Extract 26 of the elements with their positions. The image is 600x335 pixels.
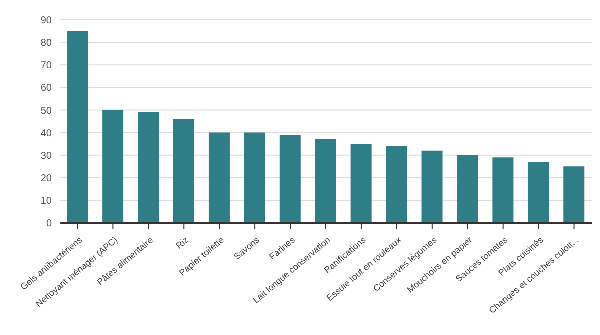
- y-tick-label: 20: [40, 173, 52, 184]
- y-tick-label: 80: [40, 38, 52, 50]
- bar: [208, 132, 230, 223]
- bar: [386, 146, 408, 223]
- y-tick-label: 0: [46, 218, 52, 230]
- y-tick-label: 70: [40, 60, 52, 72]
- bar: [173, 119, 194, 223]
- bar: [350, 144, 372, 223]
- bar: [457, 155, 478, 223]
- bar: [102, 110, 124, 223]
- bar: [244, 132, 266, 223]
- y-tick-label: 30: [40, 150, 52, 162]
- y-tick-label: 10: [40, 196, 52, 207]
- bar: [528, 162, 550, 223]
- y-tick-label: 90: [40, 16, 52, 27]
- y-tick-label: 60: [40, 83, 52, 94]
- bar: [67, 31, 88, 223]
- y-tick-label: 50: [40, 106, 52, 117]
- bar: [315, 140, 336, 223]
- bar: [564, 166, 585, 223]
- bar: [138, 112, 160, 223]
- bar: [280, 135, 301, 223]
- x-tick-label: Riz: [174, 234, 191, 252]
- bar: [492, 158, 514, 223]
- bar: [422, 150, 443, 223]
- y-tick-label: 40: [40, 128, 52, 140]
